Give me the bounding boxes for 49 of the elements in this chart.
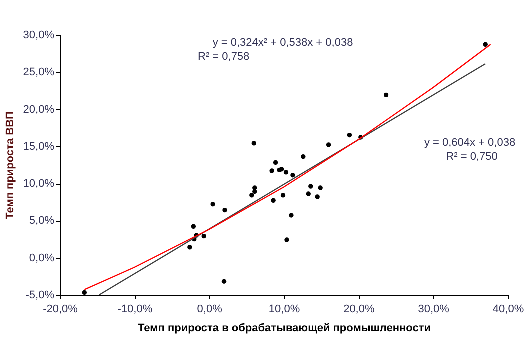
annotation: R² = 0,758 [198,51,250,63]
annotation: y = 0,604x + 0,038 [424,137,516,149]
point [82,290,87,296]
point [271,198,276,203]
y-tick-label: 30,0% [23,30,55,42]
point [483,42,488,47]
x-tick-label: 10,0% [268,304,300,316]
point [191,224,196,229]
point [273,160,278,166]
point [270,168,274,174]
point [222,279,227,284]
point [284,238,290,242]
x-tick-label: 30,0% [418,304,450,316]
x-tick-label: -10,0% [118,304,153,316]
point [252,141,256,146]
point [279,167,284,172]
point [188,245,192,250]
point [308,184,314,189]
point [326,142,332,148]
point [315,194,320,200]
point [250,193,254,198]
point [347,132,352,138]
x-axis-title: Темп прироста в обрабатывающей промышленности [138,322,432,334]
y-tick-label: 15,0% [23,140,55,153]
y-tick-label: 10,0% [23,178,55,190]
annotation: R² = 0,750 [446,151,498,163]
point [222,208,228,213]
point [290,173,296,178]
annotation: y = 0,324x² + 0,538x + 0,038 [212,37,354,49]
point [384,92,389,98]
y-tick-label: 5,0% [29,215,55,228]
x-tick-label: 20,0% [344,304,375,316]
point [289,213,294,218]
point [280,193,286,198]
x-tick-label: 0,0% [197,304,223,316]
x-tick-label: 40,0% [492,304,524,316]
point [301,154,306,160]
point [202,234,206,239]
point [306,192,311,196]
point [252,189,258,194]
point [318,186,323,190]
y-axis-title: Темп прироста ВВП [4,111,16,220]
y-tick-label: -5,0% [26,290,55,302]
x-tick-label: -20,0% [43,304,78,316]
y-tick-label: 25,0% [23,66,55,79]
y-tick-label: 20,0% [23,104,55,116]
point [210,202,216,207]
point [284,170,289,175]
y-tick-label: 0,0% [29,252,55,264]
